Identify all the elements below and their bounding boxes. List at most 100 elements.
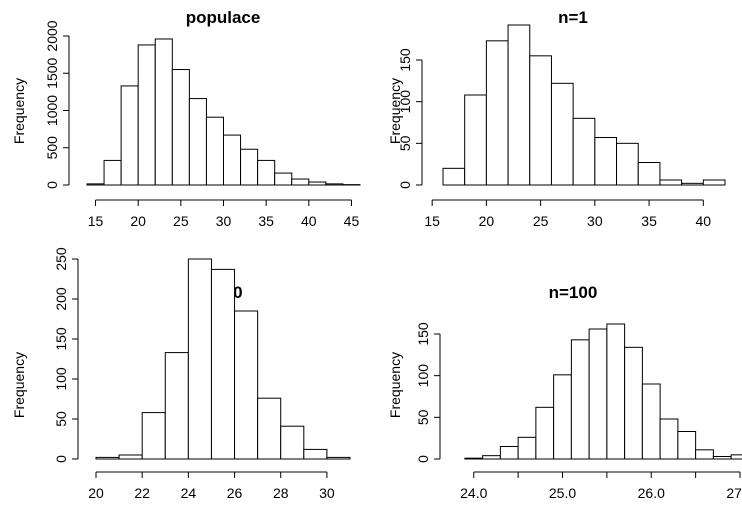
histogram-bar [702, 179, 726, 186]
histogram-bar [550, 82, 574, 186]
x-tick-label: 24.0 [460, 485, 487, 501]
histogram-bar [677, 431, 697, 460]
y-axis-label: Frequency [11, 352, 27, 418]
y-tick-label: 200 [53, 287, 69, 311]
histogram-bar [464, 457, 484, 460]
x-tick-label: 22 [134, 485, 150, 501]
y-tick-label: 50 [53, 411, 69, 427]
chart-title: n=100 [549, 283, 598, 302]
x-tick-label: 20 [88, 485, 104, 501]
histogram-bar [659, 418, 679, 460]
y-tick-label: 250 [53, 247, 69, 271]
histogram-bar [499, 446, 519, 460]
panel-n1: n=1 Frequency 15 20 25 30 35 40 0 50 100 150 [387, 8, 726, 229]
histogram-bar [529, 55, 552, 186]
histogram-bar [464, 94, 487, 186]
y-tick-label: 50 [397, 135, 413, 151]
histogram-bar [223, 134, 242, 186]
y-axis-label: Frequency [11, 78, 27, 144]
histogram-bar [624, 346, 643, 460]
panel-n100: n=100 Frequency 24.0 25.0 26.0 27.0 0 50 100 15… [387, 283, 742, 501]
x-tick-label: 28 [273, 485, 289, 501]
x-tick-label: 15 [424, 213, 440, 229]
histogram-bar [210, 268, 236, 460]
histogram-bar [257, 397, 282, 460]
histogram-bar [594, 137, 618, 186]
x-tick-label: 30 [319, 485, 335, 501]
histogram-bar [118, 454, 143, 460]
histogram-bar [280, 425, 305, 460]
x-tick-label: 40 [696, 213, 712, 229]
histogram-bar [659, 179, 683, 186]
x-tick-label: 26.0 [638, 485, 665, 501]
y-tick-label: 2000 [44, 20, 60, 51]
histogram-bar [325, 183, 344, 186]
histogram-bar [95, 456, 120, 460]
y-tick-label: 150 [415, 322, 431, 346]
histogram-bar [681, 182, 704, 186]
y-tick-label: 100 [397, 90, 413, 114]
y-tick-label: 1500 [44, 57, 60, 88]
histogram-bar [240, 148, 259, 186]
histogram-bar [86, 183, 105, 186]
histogram-bar [442, 167, 466, 186]
histogram-bar [535, 406, 555, 460]
histogram-bar [712, 456, 732, 460]
x-tick-label: 20 [479, 213, 495, 229]
histogram-bar [274, 172, 293, 186]
y-tick-label: 150 [397, 48, 413, 72]
histogram-bar [154, 38, 173, 186]
histogram-bar [308, 181, 327, 186]
x-tick-label: 40 [301, 213, 317, 229]
histogram-bar [291, 178, 310, 186]
panel-populace: populace Frequency 15 20 25 30 35 40 45 0 500 100… [11, 8, 361, 229]
histogram-bar [234, 310, 259, 460]
y-tick-label: 1000 [44, 95, 60, 126]
y-tick-label: 50 [415, 409, 431, 425]
histogram-bar [326, 456, 351, 460]
histogram-bar [103, 159, 122, 186]
y-tick-label: 100 [415, 364, 431, 388]
histogram-bar [695, 449, 714, 460]
x-tick-label: 25 [173, 213, 189, 229]
histogram-bar [188, 98, 207, 186]
histogram-bar [205, 116, 224, 186]
x-tick-label: 25.0 [549, 485, 576, 501]
histogram-bar [572, 117, 596, 186]
histogram-bar [517, 436, 537, 460]
y-tick-label: 500 [44, 136, 60, 160]
x-tick-label: 26 [227, 485, 243, 501]
chart-title: populace [186, 8, 261, 27]
histogram-bar [507, 24, 531, 186]
x-tick-label: 15 [88, 213, 104, 229]
histogram-bar [606, 323, 626, 460]
panel-n10: n=10 Frequency 2022242628300501001502002… [11, 247, 351, 501]
histogram-bar [588, 328, 608, 460]
y-tick-label: 0 [397, 181, 413, 189]
y-axis-label: Frequency [387, 78, 403, 144]
histogram-bar [120, 85, 139, 186]
histogram-bar [616, 142, 639, 186]
y-tick-label: 0 [415, 455, 431, 463]
histogram-bar [482, 455, 501, 460]
histogram-bar [637, 162, 661, 186]
y-tick-label: 0 [44, 181, 60, 189]
histogram-bar [141, 412, 166, 460]
y-tick-label: 100 [53, 367, 69, 391]
x-tick-label: 35 [641, 213, 657, 229]
histogram-bar [553, 374, 572, 460]
y-tick-label: 150 [53, 327, 69, 351]
chart-title: n=1 [558, 8, 588, 27]
y-tick-label: 0 [53, 455, 69, 463]
x-tick-label: 24 [181, 485, 197, 501]
histogram-bar [641, 383, 661, 460]
x-tick-label: 30 [216, 213, 232, 229]
x-tick-label: 45 [344, 213, 360, 229]
histogram-bar [137, 44, 156, 186]
histogram-bar [303, 448, 328, 460]
x-tick-label: 35 [258, 213, 274, 229]
y-axis-label: Frequency [387, 352, 403, 418]
x-tick-label: 20 [130, 213, 146, 229]
x-tick-label: 27.0 [726, 485, 742, 501]
